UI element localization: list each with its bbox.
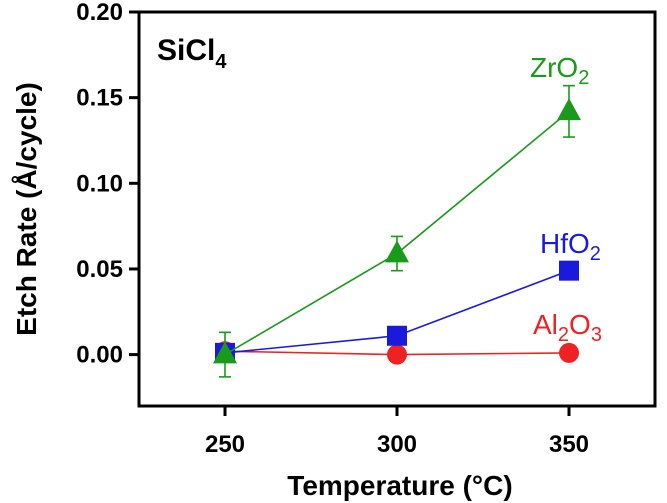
series-zro2	[213, 84, 581, 378]
x-axis-ticks: 250 300 350	[205, 406, 589, 458]
y-axis-title: Etch Rate (Å/cycle)	[11, 82, 42, 336]
y-tick-label: 0.20	[76, 0, 123, 26]
data-point-zro2	[385, 240, 409, 263]
y-tick-label: 0.15	[76, 85, 123, 112]
data-point-hfo2	[387, 325, 407, 346]
x-tick-label: 350	[549, 431, 589, 458]
series-label-al2o3: Al2O3	[533, 309, 602, 346]
x-axis-title: Temperature (°C)	[287, 470, 512, 501]
series-label-zro2: ZrO2	[530, 52, 589, 89]
series-labels: ZrO2 HfO2 Al2O3	[530, 52, 602, 346]
data-point-zro2	[557, 98, 581, 121]
data-point-zro2	[213, 341, 237, 364]
series-line-zro2	[224, 110, 570, 356]
panel-label: SiCl4	[157, 34, 227, 73]
data-point-hfo2	[559, 260, 579, 281]
x-tick-label: 250	[205, 431, 245, 458]
panel-label-main: SiCl	[157, 34, 215, 67]
panel-label-sub: 4	[215, 51, 227, 73]
data-point-al2o3	[387, 344, 407, 365]
x-tick-label: 300	[377, 431, 417, 458]
series-layer	[213, 84, 581, 378]
y-tick-label: 0.10	[76, 170, 123, 197]
y-axis-ticks: 0.00 0.05 0.10 0.15 0.20	[76, 0, 139, 369]
data-point-al2o3	[559, 342, 579, 363]
series-label-hfo2: HfO2	[540, 228, 601, 265]
y-tick-label: 0.05	[76, 256, 123, 283]
y-tick-label: 0.00	[76, 342, 123, 369]
